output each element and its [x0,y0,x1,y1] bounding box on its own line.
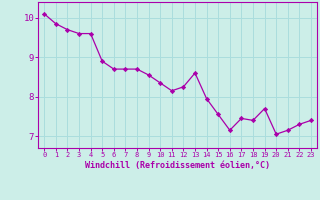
X-axis label: Windchill (Refroidissement éolien,°C): Windchill (Refroidissement éolien,°C) [85,161,270,170]
